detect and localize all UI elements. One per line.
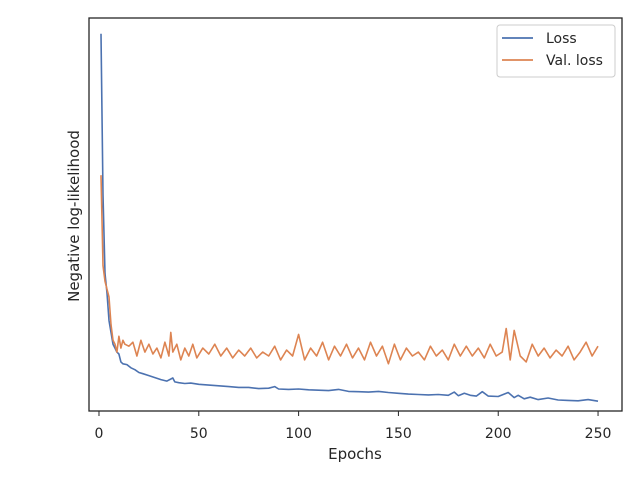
series-line-loss — [100, 33, 599, 402]
axes-frame — [88, 17, 623, 412]
legend-label-loss: Loss — [546, 31, 577, 47]
legend: Loss Val. loss — [496, 24, 616, 78]
x-tick-label: 50 — [190, 426, 208, 442]
legend-label-val-loss: Val. loss — [546, 53, 603, 69]
x-axis: 0 50 100 150 200 250 — [95, 411, 612, 442]
y-axis-title: Negative log-likelihood — [65, 130, 83, 302]
x-tick-label: 150 — [385, 426, 412, 442]
series-line-val-loss — [100, 175, 599, 365]
x-tick-label: 200 — [485, 426, 512, 442]
x-tick-label: 250 — [585, 426, 612, 442]
x-tick-label: 100 — [285, 426, 312, 442]
plot-area — [100, 33, 599, 402]
x-tick-label: 0 — [95, 426, 104, 442]
x-axis-title: Epochs — [328, 445, 382, 463]
